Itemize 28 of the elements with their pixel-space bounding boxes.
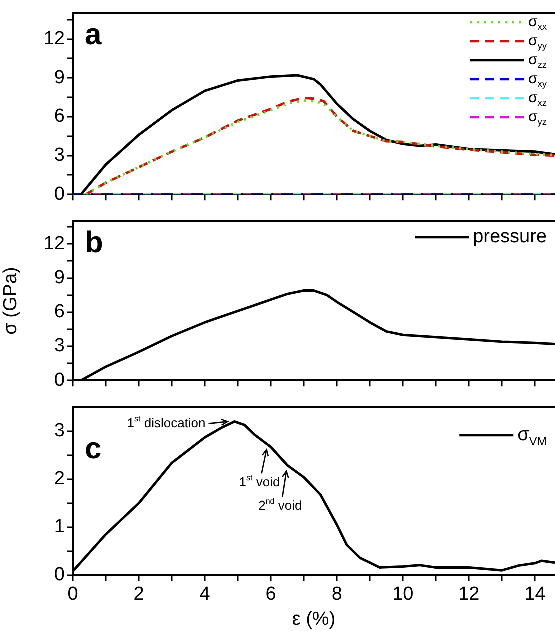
x-tick-label: 14 xyxy=(524,584,546,606)
annotation: b xyxy=(85,226,104,260)
y-tick-label: 6 xyxy=(54,302,65,323)
y-tick-label: 12 xyxy=(44,28,65,50)
y-tick-label: 1 xyxy=(54,516,65,538)
x-tick-label: 8 xyxy=(332,584,342,606)
y-tick-label: 0 xyxy=(54,370,65,391)
y-tick-label: 3 xyxy=(54,336,65,357)
y-axis-title: σ (GPa) xyxy=(0,267,22,335)
y-tick-label: 9 xyxy=(54,67,65,88)
y-tick-label: 9 xyxy=(54,267,65,288)
x-tick-label: 2 xyxy=(134,584,144,606)
x-axis-title: ε (%) xyxy=(292,608,336,630)
x-tick-label: 0 xyxy=(68,584,78,606)
y-tick-label: 12 xyxy=(44,233,65,254)
annotation: a xyxy=(85,18,102,52)
x-tick-label: 10 xyxy=(392,584,414,606)
x-tick-label: 12 xyxy=(458,584,480,606)
x-tick-label: 6 xyxy=(266,584,276,606)
y-tick-label: 0 xyxy=(54,184,65,205)
annotation: c xyxy=(85,432,102,466)
y-tick-label: 3 xyxy=(54,420,65,442)
y-tick-label: 0 xyxy=(54,564,65,586)
y-tick-label: 6 xyxy=(54,106,65,128)
y-tick-label: 3 xyxy=(54,145,65,166)
y-tick-label: 2 xyxy=(54,468,65,490)
x-tick-label: 4 xyxy=(200,584,211,606)
legend-label: pressure xyxy=(473,226,547,248)
